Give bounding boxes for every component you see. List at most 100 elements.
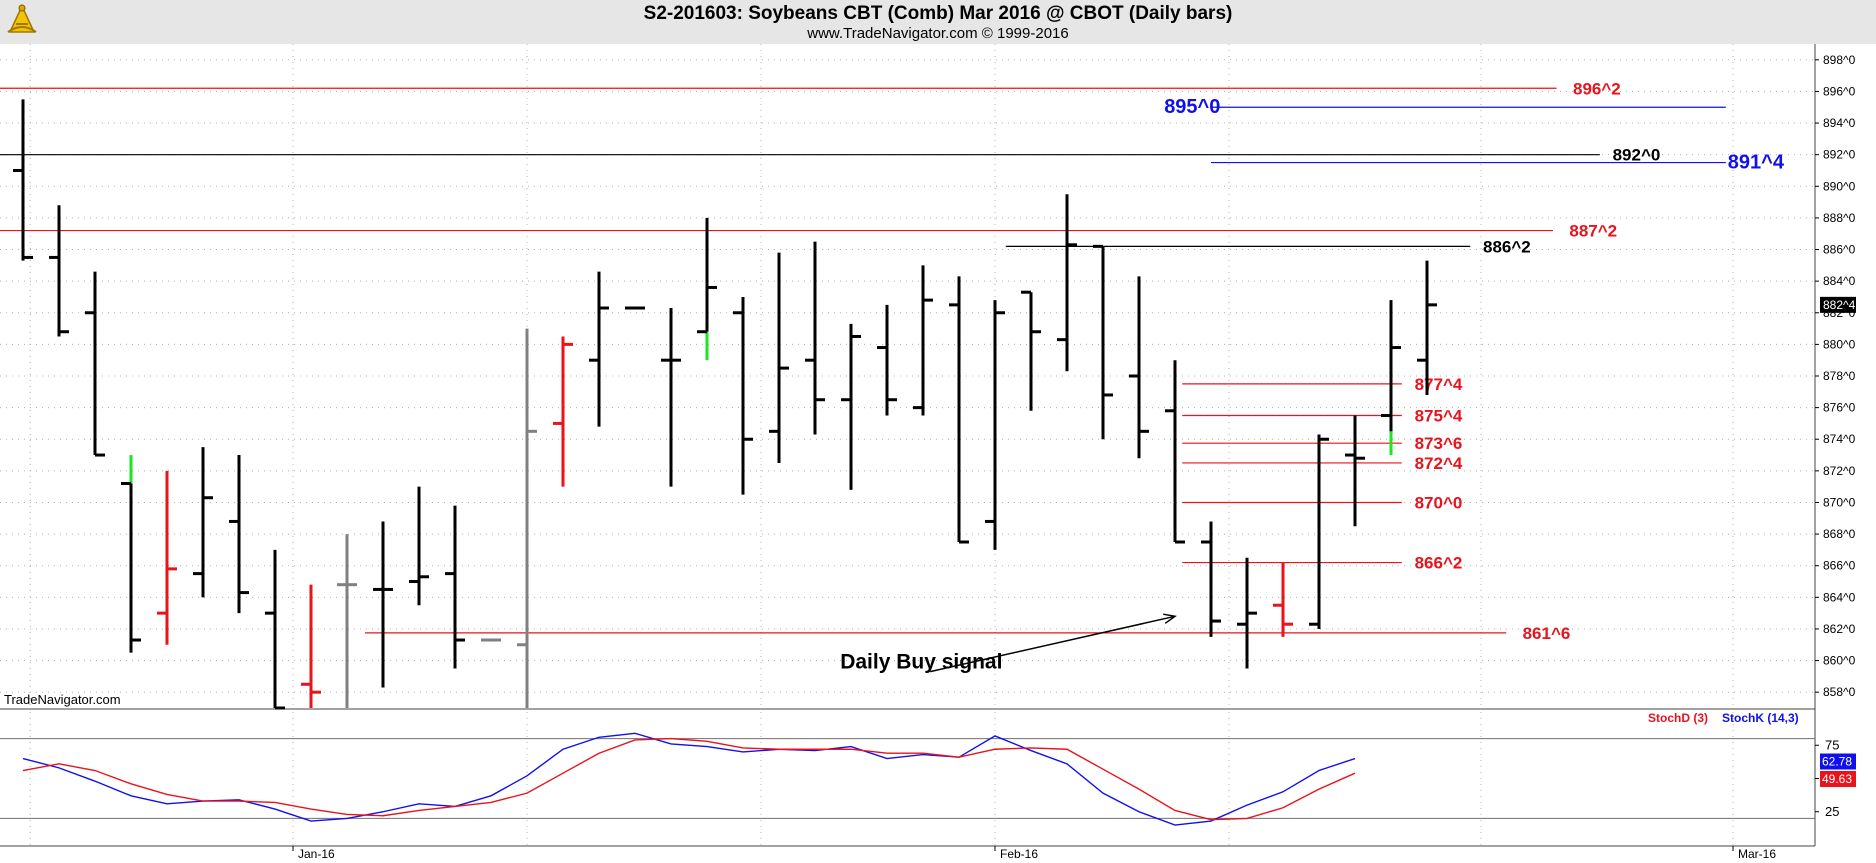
price-axis-label: 862^0 (1823, 622, 1856, 636)
ohlc-bar (85, 271, 105, 457)
price-level-label: 895^0 (1164, 96, 1220, 118)
stoch-last-value-label: 62.78 (1822, 755, 1852, 769)
ohlc-bar (1417, 260, 1437, 395)
price-axis-label: 868^0 (1823, 527, 1856, 541)
ohlc-bar (1093, 244, 1113, 440)
ohlc-bar (769, 252, 789, 463)
ohlc-bar (13, 99, 33, 261)
stoch-last-value-box (1820, 770, 1856, 787)
price-axis-label: 896^0 (1823, 84, 1856, 98)
price-axis-label: 876^0 (1823, 401, 1856, 415)
price-axis-label: 888^0 (1823, 211, 1856, 225)
price-levels: 896^2 895^0 892^0 891^4 887^2 886^2 877^4 875^4… (0, 79, 1785, 643)
price-axis-label: 874^0 (1823, 432, 1856, 446)
ohlc-bar (517, 328, 537, 708)
ohlc-bar (1021, 290, 1041, 411)
ohlc-bar (121, 455, 141, 653)
ohlc-bar (265, 549, 285, 710)
ohlc-bar (1237, 557, 1257, 669)
ohlc-bar (949, 276, 969, 544)
stoch-legend-item: StochD (3) (1648, 711, 1708, 725)
sextant-icon (7, 4, 37, 33)
buy-signal-arrow (930, 615, 1176, 673)
price-level-label: 870^0 (1415, 493, 1463, 512)
ohlc-bar (589, 271, 609, 427)
ohlc-bar (445, 505, 465, 669)
price-axis-label: 860^0 (1823, 654, 1856, 668)
ohlc-bar (913, 265, 933, 416)
price-level-label: 873^6 (1415, 434, 1463, 453)
price-level-label: 866^2 (1415, 554, 1463, 573)
ohlc-bar (1129, 276, 1149, 459)
ohlc-bar (1273, 562, 1293, 637)
stoch-series-line (22, 737, 1356, 821)
x-axis-label: Jan-16 (298, 847, 335, 861)
stoch-last-value-box (1820, 753, 1856, 770)
ohlc-bar (193, 447, 213, 598)
ohlc-bar (229, 455, 249, 614)
price-axis-label: 872^0 (1823, 464, 1856, 478)
ohlc-bar (337, 534, 357, 708)
price-axis-label: 880^0 (1823, 337, 1856, 351)
ohlc-bar (409, 486, 429, 606)
grid (0, 44, 1816, 847)
price-level-label: 872^4 (1415, 454, 1463, 473)
ohlc-bar (1165, 360, 1185, 544)
ohlc-bar (697, 217, 717, 361)
price-level-label: 887^2 (1569, 222, 1617, 241)
ohlc-bar (661, 308, 681, 487)
price-axis-label: 886^0 (1823, 243, 1856, 257)
x-axis-label: Feb-16 (1000, 847, 1038, 861)
price-level-label: 892^0 (1613, 146, 1661, 165)
axes: 858^0 860^0 862^0 864^0 866^0 868^0 870^0 872^0… (292, 53, 1856, 861)
ohlc-bar (373, 521, 393, 688)
price-axis-label: 864^0 (1823, 590, 1856, 604)
ohlc-bar (1345, 415, 1365, 527)
stoch-axis-label: 25 (1825, 804, 1839, 819)
chart-title: S2-201603: Soybeans CBT (Comb) Mar 2016 … (643, 3, 1233, 24)
ohlc-bar (733, 296, 753, 495)
ohlc-bar (877, 304, 897, 416)
buy-signal-arrowhead (1163, 613, 1177, 624)
price-level-label: 896^2 (1573, 79, 1621, 98)
last-price-box (1820, 296, 1856, 313)
stoch-last-value-label: 49.63 (1822, 772, 1852, 786)
price-axis-label: 870^0 (1823, 495, 1856, 509)
watermark: TradeNavigator.com (4, 692, 121, 707)
last-price-label: 882^4 (1823, 298, 1856, 312)
chart-subtitle: www.TradeNavigator.com © 1999-2016 (807, 25, 1069, 42)
price-axis-label: 878^0 (1823, 369, 1856, 383)
stoch-legend-item: StochK (14,3) (1722, 711, 1799, 725)
stochastic-panel: StochD (3) StochK (14,3) (0, 711, 1815, 826)
ohlc-bar (157, 470, 177, 645)
price-axis-label: 894^0 (1823, 116, 1856, 130)
ohlc-bar (301, 584, 321, 708)
price-level-label: 891^4 (1728, 152, 1785, 174)
stoch-axis-label: 75 (1825, 737, 1839, 752)
buy-signal-annotation: Daily Buy signal (840, 651, 1002, 674)
price-axis-label: 866^0 (1823, 559, 1856, 573)
price-level-label: 877^4 (1415, 375, 1463, 394)
ohlc-bar (1309, 434, 1329, 629)
price-level-label: 886^2 (1483, 237, 1531, 256)
price-axis-label: 858^0 (1823, 685, 1856, 699)
price-level-label: 861^6 (1523, 624, 1571, 643)
ohlc-bar (805, 241, 825, 435)
price-bars (13, 99, 1437, 710)
ohlc-bar (1057, 194, 1077, 372)
chart-header: S2-201603: Soybeans CBT (Comb) Mar 2016 … (0, 0, 1876, 44)
x-axis-label: Mar-16 (1738, 847, 1776, 861)
ohlc-bar (841, 323, 861, 490)
price-axis-label: 884^0 (1823, 274, 1856, 288)
price-level-label: 875^4 (1415, 407, 1463, 426)
ohlc-bar (553, 336, 573, 487)
price-axis-label: 890^0 (1823, 179, 1856, 193)
stoch-series-line (22, 732, 1356, 826)
price-axis-label: 892^0 (1823, 148, 1856, 162)
ohlc-bar (985, 300, 1005, 550)
price-axis-label: 898^0 (1823, 53, 1856, 67)
ohlc-bar (49, 205, 69, 337)
ohlc-bar (1381, 300, 1401, 456)
ohlc-bar (1201, 521, 1221, 637)
